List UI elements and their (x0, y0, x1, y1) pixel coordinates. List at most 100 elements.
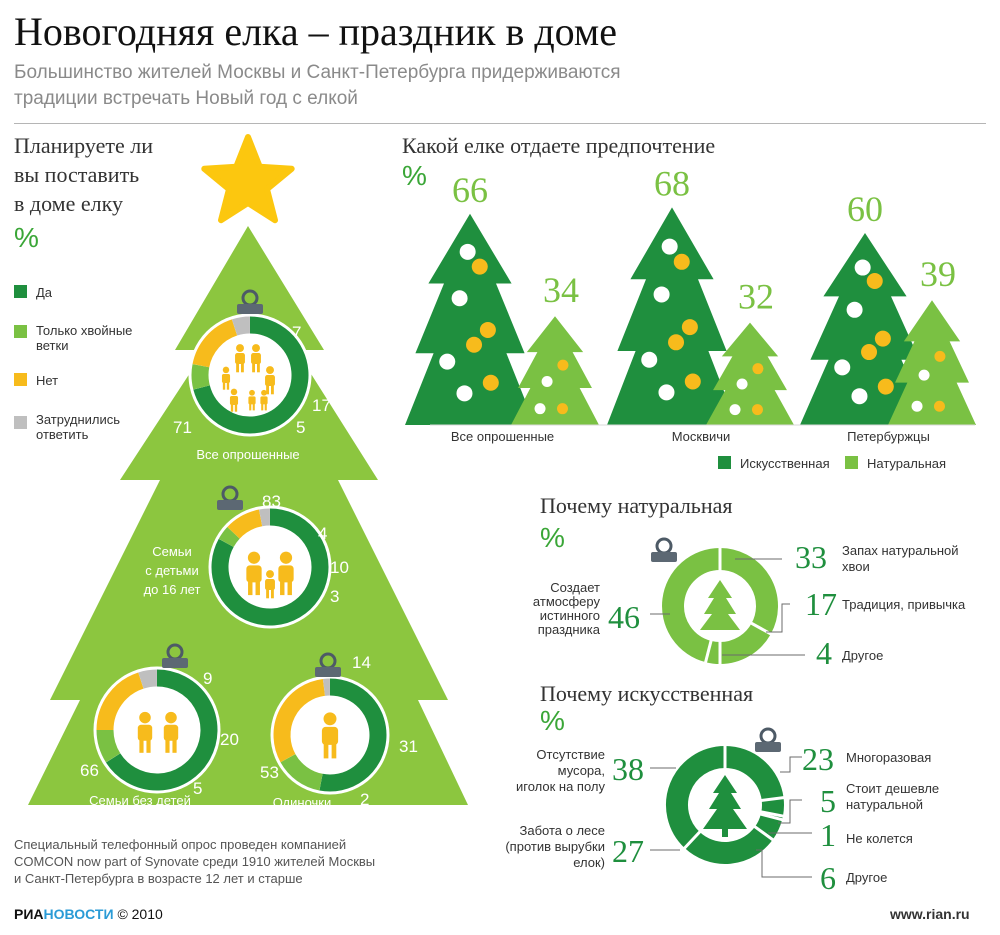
family-icon-a6-head (249, 389, 255, 396)
group-label-kids-3: до 16 лет (144, 582, 201, 597)
site-link[interactable]: www.rian.ru (890, 906, 970, 922)
artificial-label-1a: Стоит дешевле (846, 781, 939, 796)
natural-ornament-hanger-loop (655, 537, 673, 555)
ornament-families-kids-segment-2 (227, 509, 263, 539)
couple-icon-1-head (139, 711, 151, 724)
footnote-line-3: и Санкт-Петербурга в возрасте 12 лет и с… (14, 871, 303, 886)
ask-tree-title-line-1: Планируете ли (14, 133, 153, 158)
natural-label-3c: истинного (540, 608, 600, 623)
family-icon-a1-leg-l (236, 363, 240, 373)
natural-label-2: Другое (842, 648, 883, 663)
family-icon-a5-leg-l (230, 404, 234, 412)
ask-tree-title-line-2: вы поставить (14, 162, 140, 187)
artificial-donut-separator-1 (760, 795, 786, 802)
natural-donut-separator-1 (749, 621, 774, 637)
family-icon-a4-head (266, 366, 274, 375)
legend-swatch-natural (845, 456, 858, 469)
artificial-label-4a: Забота о лесе (519, 823, 605, 838)
artificial-donut-segment-1 (761, 797, 784, 816)
legend-swatch-undecided (14, 416, 27, 429)
family-icon-a7-head (261, 389, 267, 396)
artificial-unit: % (540, 705, 565, 736)
artificial-tree-2-ornament-3 (854, 259, 871, 276)
artificial-leader-3 (756, 849, 812, 878)
value-kids-undecided: 3 (330, 587, 339, 606)
family-icon-a4-leg-r (270, 385, 274, 395)
natural-tree-2-ornament-3 (911, 400, 923, 412)
artificial-tree-1 (607, 207, 737, 425)
natural-tree-0-ornament-0 (557, 359, 569, 371)
couple-icon-2-leg-l (165, 740, 170, 753)
artificial-tree-2-ornament-6 (877, 378, 894, 395)
ornament-singles-hanger-cap (315, 667, 341, 677)
value-kids-no: 10 (330, 558, 349, 577)
ornament-all-segment-0 (193, 316, 309, 434)
legend-swatch-yes (14, 285, 27, 298)
artificial-donut-segment-4 (684, 826, 773, 864)
family-icon-a7-body (260, 396, 268, 405)
ornament-all-segment-3 (231, 316, 251, 336)
artificial-ornament-hanger-loop (759, 727, 777, 745)
natural-tree-2-ornament-2 (933, 400, 945, 412)
artificial-tree-0-ornament-2 (471, 258, 488, 275)
family-with-kids-icon-2-leg-l (280, 581, 285, 596)
preference-unit: % (402, 160, 427, 191)
value-singles-yes: 53 (260, 763, 279, 782)
family-icon-a5-body (229, 395, 239, 405)
value-all-yes: 71 (173, 418, 192, 437)
ornament-singles-segment-1 (280, 753, 324, 791)
artificial-tree-1-ornament-5 (641, 351, 658, 368)
artificial-value-2: 60 (847, 189, 883, 229)
artificial-tree-2-ornament-7 (851, 388, 868, 405)
family-icon-a3-body (221, 373, 231, 383)
family-icon-a1-body (235, 353, 245, 365)
family-icon-a6-leg-r (252, 404, 255, 411)
artificial-tree-0 (405, 213, 535, 425)
natural-label-0b: хвои (842, 559, 870, 574)
group-label-all: Все опрошенные (196, 447, 299, 462)
couple-icon-1-body (137, 724, 153, 741)
natural-unit: % (540, 522, 565, 553)
family-icon-a5-head (230, 388, 238, 396)
natural-donut-segment-3 (662, 548, 721, 663)
brand-logo: РИАНОВОСТИ © 2010 (14, 906, 163, 922)
family-icon-a2-head (252, 344, 260, 353)
ornament-families-kids-hanger-cap (217, 500, 243, 510)
natural-tree-2 (888, 300, 976, 425)
natural-value-0: 34 (543, 270, 579, 310)
family-icon-a3-leg-l (222, 382, 226, 390)
natural-tree-1-ornament-3 (729, 404, 741, 416)
artificial-donut-separator-2 (760, 810, 786, 818)
artificial-tree-2 (800, 233, 930, 425)
natural-donut-segment-0 (719, 548, 778, 634)
value-nokids-yes: 66 (80, 761, 99, 780)
artificial-tree-0-ornament-4 (466, 336, 483, 353)
natural-label-3d: праздника (538, 622, 601, 637)
artificial-value-4: 27 (612, 833, 644, 869)
family-with-kids-icon-2-head (279, 551, 293, 564)
artificial-leader-0 (780, 756, 802, 773)
artificial-tree-1-ornament-0 (681, 319, 698, 336)
artificial-value-2: 1 (820, 817, 836, 853)
legend-label-branches-line-1: Только хвойные (36, 323, 133, 338)
ornament-singles-segment-2 (273, 678, 326, 763)
artificial-tree-1-ornament-4 (668, 334, 685, 351)
ornament-families-kids-segment-1 (218, 526, 240, 548)
family-icon-a5-leg-r (234, 404, 238, 412)
natural-tree-icon (700, 580, 740, 630)
family-icon-a4-leg-l (266, 385, 270, 395)
family-with-kids-icon-2-leg-r (287, 581, 292, 596)
artificial-leader-1 (778, 799, 802, 824)
natural-title: Почему натуральная (540, 493, 733, 518)
couple-icon-1-leg-r (146, 740, 151, 753)
ornament-all-segment-2 (192, 319, 238, 368)
group-label-no-kids: Семьи без детей (89, 793, 191, 808)
single-person-icon-leg-l (323, 744, 329, 759)
single-person-icon-leg-r (331, 744, 337, 759)
value-all-undecided: 5 (296, 418, 305, 437)
couple-icon-2-leg-r (172, 740, 177, 753)
natural-label-0a: Запах натуральной (842, 543, 959, 558)
header-divider (14, 123, 986, 124)
family-with-kids-icon-1-body (246, 565, 262, 583)
artificial-tree-2-ornament-2 (866, 273, 883, 289)
